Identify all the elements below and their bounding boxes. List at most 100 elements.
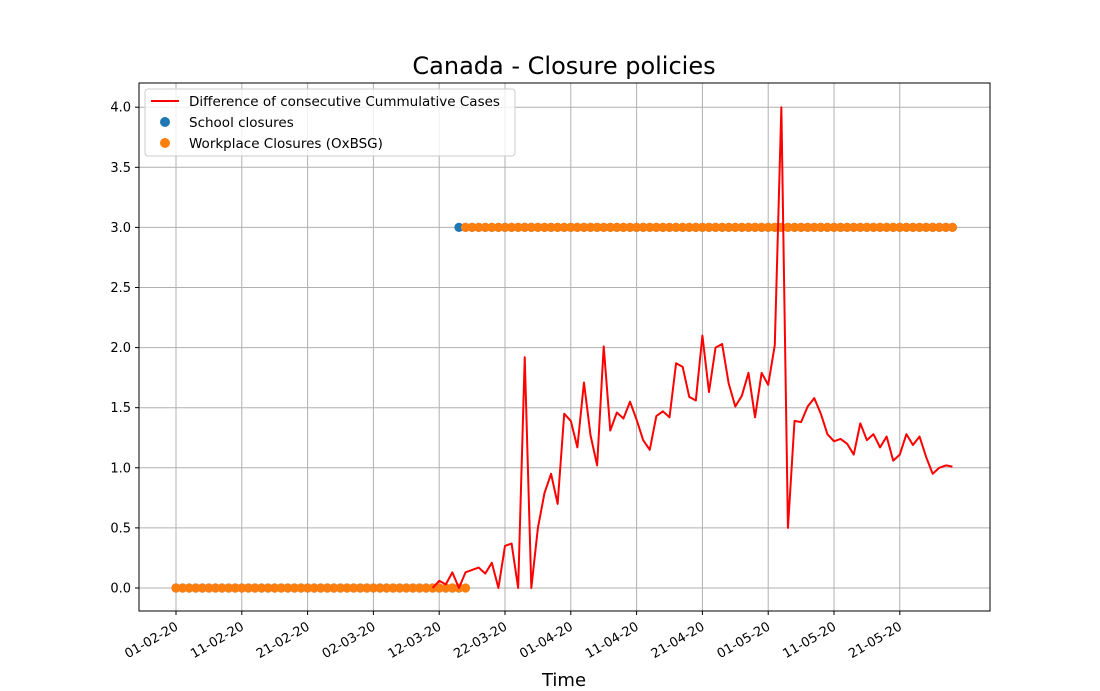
workplace-closure-point	[520, 222, 530, 232]
workplace-closure-point	[309, 583, 319, 593]
workplace-closure-point	[434, 583, 444, 593]
school-closure-point	[454, 222, 464, 232]
workplace-closure-point	[842, 222, 852, 232]
legend-school-marker-swatch	[160, 117, 170, 127]
workplace-closure-point	[599, 222, 609, 232]
workplace-closure-point	[375, 583, 385, 593]
workplace-closure-point	[809, 222, 819, 232]
workplace-closure-point	[342, 583, 352, 593]
workplace-closure-point	[691, 222, 701, 232]
workplace-closure-point	[941, 222, 951, 232]
workplace-closure-point	[829, 222, 839, 232]
workplace-closure-point	[447, 583, 457, 593]
workplace-closure-point	[796, 222, 806, 232]
workplace-closure-point	[710, 222, 721, 232]
workplace-closure-point	[908, 222, 918, 232]
workplace-closure-point	[803, 222, 813, 232]
workplace-closure-point	[487, 222, 497, 232]
workplace-closure-point	[671, 222, 681, 232]
workplace-closure-point	[197, 583, 207, 593]
workplace-closure-point	[421, 583, 431, 593]
workplace-closure-point	[717, 222, 727, 232]
y-tick-label: 0.0	[110, 582, 131, 597]
workplace-closure-point	[658, 222, 668, 232]
y-axis-ticks: 0.0 0.5 1.0 1.5 2.0 2.5 3.0 3.5 4.0	[110, 101, 139, 597]
workplace-closure-point	[493, 222, 504, 232]
workplace-closure-point	[289, 583, 300, 593]
workplace-closure-point	[329, 583, 339, 593]
workplace-closure-point	[263, 583, 273, 593]
legend-box	[144, 88, 516, 157]
workplace-closure-point	[743, 222, 754, 232]
y-tick-label: 2.5	[110, 281, 131, 296]
workplace-closure-point	[250, 583, 260, 593]
workplace-closure-point	[526, 222, 536, 232]
workplace-closure-point	[697, 222, 708, 232]
workplace-closure-point	[934, 222, 944, 232]
workplace-closure-point	[862, 222, 872, 232]
workplace-closure-point	[816, 222, 826, 232]
workplace-closure-point	[855, 222, 865, 232]
workplace-closure-point	[441, 583, 451, 593]
workplace-closure-point	[276, 583, 286, 593]
workplace-closure-point	[270, 583, 280, 593]
chart-title: Canada - Closure policies	[412, 52, 715, 80]
workplace-closure-point	[460, 583, 471, 593]
workplace-closure-point	[243, 583, 253, 593]
plot-data	[171, 106, 958, 593]
x-axis-title: Time	[541, 670, 586, 687]
workplace-closure-point	[474, 222, 484, 232]
workplace-closure-point	[559, 222, 569, 232]
workplace-closure-point	[888, 222, 898, 232]
y-tick-label: 1.5	[110, 401, 131, 416]
workplace-closure-point	[868, 222, 879, 232]
workplace-closure-point	[553, 222, 563, 232]
workplace-closure-point	[789, 222, 800, 232]
workplace-closure-point	[381, 583, 392, 593]
workplace-closure-point	[895, 222, 905, 232]
workplace-closure-point	[572, 222, 582, 232]
y-tick-label: 0.5	[110, 521, 131, 536]
workplace-closure-point	[204, 583, 214, 593]
workplace-closure-point	[566, 222, 576, 232]
workplace-closure-point	[678, 222, 688, 232]
workplace-closure-point	[875, 222, 885, 232]
workplace-closure-point	[539, 222, 550, 232]
workplace-closure-point	[533, 222, 543, 232]
workplace-closure-point	[651, 222, 661, 232]
workplace-closure-point	[546, 222, 556, 232]
y-tick-label: 3.0	[110, 221, 131, 236]
workplace-closure-point	[322, 583, 332, 593]
workplace-closure-point	[467, 222, 477, 232]
workplace-closure-point	[763, 222, 773, 232]
workplace-closure-point	[506, 222, 517, 232]
legend-workplace-marker-swatch	[160, 138, 170, 148]
workplace-closure-point	[184, 583, 194, 593]
workplace-closure-point	[835, 222, 846, 232]
workplace-closure-point	[757, 222, 767, 232]
workplace-closure-point	[414, 583, 425, 593]
workplace-closure-point	[316, 583, 326, 593]
workplace-closure-point	[612, 222, 622, 232]
workplace-closure-point	[664, 222, 675, 232]
workplace-closure-point	[849, 222, 859, 232]
legend-label-workplace: Workplace Closures (OxBSG)	[189, 136, 383, 152]
workplace-closure-point	[592, 222, 602, 232]
workplace-closure-point	[730, 222, 740, 232]
workplace-closure-point	[283, 583, 293, 593]
cases-difference-line	[431, 106, 953, 589]
workplace-closure-point	[303, 583, 313, 593]
workplace-closure-point	[256, 583, 267, 593]
workplace-closure-point	[237, 583, 247, 593]
workplace-closure-point	[210, 583, 221, 593]
workplace-closure-point	[335, 583, 346, 593]
legend: Difference of consecutive Cummulative Ca…	[144, 88, 516, 157]
workplace-closure-point	[625, 222, 635, 232]
workplace-closure-point	[704, 222, 714, 232]
workplace-closure-point	[914, 222, 925, 232]
workplace-closure-point	[928, 222, 938, 232]
workplace-closure-point	[750, 222, 760, 232]
y-tick-label: 3.5	[110, 161, 131, 176]
